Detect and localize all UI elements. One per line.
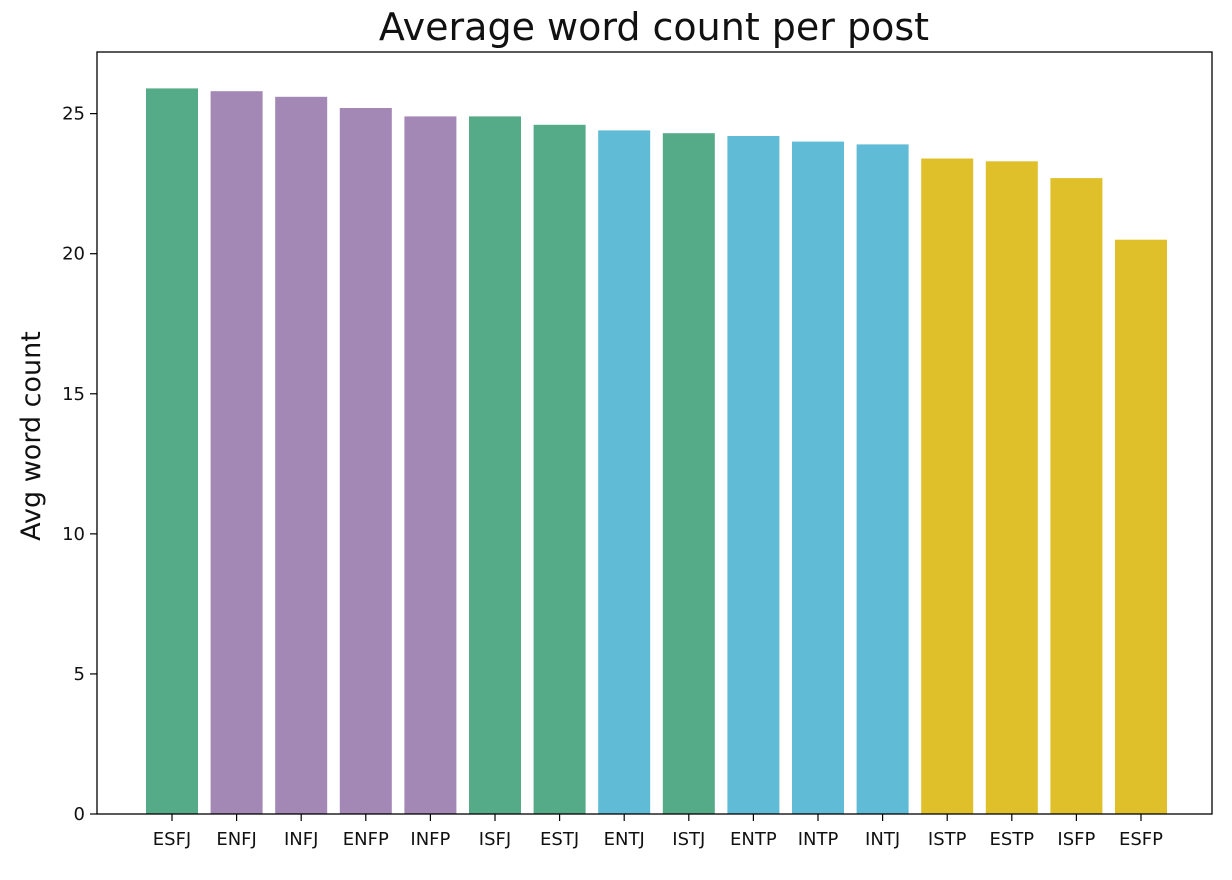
x-tick-label: INTJ xyxy=(865,829,900,850)
x-tick-label: ESFJ xyxy=(153,829,191,850)
x-tick-label: ISTP xyxy=(928,829,967,850)
bar-enfp xyxy=(339,108,392,814)
x-tick-label: ENTJ xyxy=(604,829,645,850)
x-tick-label: ENTP xyxy=(730,829,777,850)
bar-estp xyxy=(985,161,1038,815)
bar-esfp xyxy=(1115,239,1167,814)
bar-isfj xyxy=(469,116,521,814)
bar-estj xyxy=(533,124,586,815)
x-tick-label: ENFP xyxy=(343,829,389,850)
x-tick-label: ISTJ xyxy=(672,829,705,850)
bar-intp xyxy=(792,141,844,815)
bar-enfj xyxy=(210,91,263,814)
x-tick-label: ISFJ xyxy=(479,829,511,850)
y-tick-label: 0 xyxy=(74,804,85,825)
x-tick-label: INFP xyxy=(410,829,450,850)
bar-intj xyxy=(856,144,909,814)
x-tick-label: ESFP xyxy=(1119,829,1163,850)
x-tick-label: INTP xyxy=(798,829,839,850)
y-tick-label: 15 xyxy=(62,384,85,405)
bar-entj xyxy=(598,130,651,814)
bar-istp xyxy=(921,158,974,814)
bar-infp xyxy=(404,116,457,814)
bar-isfp xyxy=(1050,178,1103,815)
bar-istj xyxy=(662,133,715,814)
bar-esfj xyxy=(146,88,198,814)
y-tick-label: 25 xyxy=(62,104,85,125)
y-tick-label: 10 xyxy=(62,524,85,545)
y-tick-label: 5 xyxy=(74,664,85,685)
plot-frame xyxy=(96,51,1213,815)
bar-entp xyxy=(727,136,780,814)
x-tick-label: ESTP xyxy=(989,829,1034,850)
bars-layer xyxy=(146,88,1167,815)
chart-title: Average word count per post xyxy=(379,5,929,49)
y-tick-label: 20 xyxy=(62,244,85,265)
x-tick-label: ISFP xyxy=(1057,829,1095,850)
x-tick-label: INFJ xyxy=(284,829,318,850)
x-tick-label: ENFJ xyxy=(216,829,257,850)
ticks-layer: ESFJ ENFJ INFJ ENFP INFP ISFJ ESTJ ENTJ ISTJ ENTP… xyxy=(62,104,1163,850)
y-axis-label: Avg word count xyxy=(16,331,47,541)
x-tick-label: ESTJ xyxy=(540,829,579,850)
bar-infj xyxy=(275,96,328,815)
